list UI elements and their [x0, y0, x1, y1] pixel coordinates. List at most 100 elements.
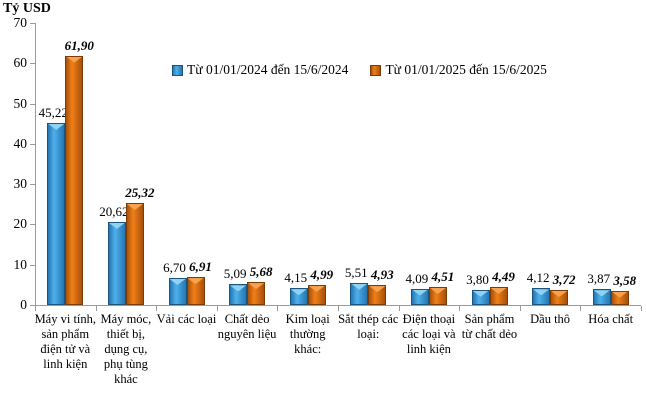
bar: [229, 284, 248, 305]
bar: [610, 290, 629, 305]
bar-top-bevel: [248, 283, 265, 290]
bar-value-label: 4,49: [492, 268, 515, 284]
bar-top-bevel: [411, 289, 428, 296]
legend-label-2024: Từ 01/01/2024 đến 15/6/2024: [187, 62, 349, 77]
y-axis-tick: [30, 305, 35, 306]
x-axis-tick: [216, 306, 218, 311]
bar: [47, 122, 66, 305]
y-axis-tick-label: 60: [13, 55, 28, 71]
bar-top-bevel: [351, 283, 368, 290]
y-axis-tick-label: 10: [13, 256, 28, 272]
x-axis-tick: [277, 306, 279, 311]
bar: [289, 288, 308, 305]
y-axis-tick: [30, 23, 35, 24]
x-axis-tick: [580, 306, 582, 311]
x-axis-tick: [641, 306, 642, 311]
x-axis-line: [34, 305, 641, 306]
bar-value-label: 4,12: [526, 270, 550, 286]
x-axis-tick: [519, 306, 521, 311]
bar-value-label: 25,32: [125, 184, 155, 200]
bar-value-label: 5,09: [223, 266, 247, 282]
bar: [65, 55, 84, 305]
bar-value-label: 45,22: [38, 104, 68, 120]
bar-value-label: 3,87: [587, 271, 611, 287]
y-axis-tick-label: 70: [13, 15, 28, 30]
y-axis-tick-label: 50: [13, 95, 28, 111]
x-axis-tick: [459, 306, 461, 311]
bar: [368, 285, 387, 305]
bar-top-bevel: [472, 290, 489, 297]
bar-value-label: 4,15: [284, 270, 308, 286]
bar: [125, 202, 144, 305]
bar-value-label: 5,68: [249, 264, 273, 280]
x-axis-category-label: Điện thoại các loại và linh kiện: [402, 312, 456, 356]
legend-swatch-2024-icon: [172, 64, 183, 76]
bar-top-bevel: [126, 203, 143, 210]
bar-value-label: 61,90: [64, 37, 94, 53]
x-axis-category-label: Máy vi tính, sản phẩm điện tử và linh ki…: [34, 312, 97, 371]
legend-item-2025: Từ 01/01/2025 đến 15/6/2025: [370, 62, 547, 78]
x-axis-category-label: Chất dẻo nguyên liệu: [217, 312, 277, 341]
y-axis-tick: [30, 224, 35, 226]
bar: [307, 284, 326, 305]
y-axis-tick: [30, 63, 35, 65]
legend-label-2025: Từ 01/01/2025 đến 15/6/2025: [385, 62, 547, 77]
y-axis-tick-label: 40: [13, 135, 28, 151]
bar-value-label: 20,62: [99, 203, 129, 219]
bar-top-bevel: [187, 278, 204, 285]
bar-value-label: 4,99: [310, 266, 334, 282]
x-axis-tick: [35, 306, 36, 311]
y-axis-title: Tỷ USD: [3, 1, 51, 16]
bar: [168, 278, 187, 305]
y-axis-tick-label: 20: [13, 216, 28, 232]
bar-top-bevel: [48, 123, 65, 130]
x-axis-tick: [95, 306, 97, 311]
bar: [592, 289, 611, 305]
bar-top-bevel: [611, 291, 628, 298]
bar: [410, 288, 429, 305]
legend-swatch-2025-icon: [370, 64, 382, 76]
y-axis-line: [35, 23, 36, 305]
bar-value-label: 4,93: [370, 267, 394, 283]
legend: Từ 01/01/2024 đến 15/6/2024 Từ 01/01/202…: [172, 62, 547, 78]
x-axis-category-label: Dầu thô: [530, 312, 571, 326]
bar-value-label: 6,91: [189, 259, 212, 275]
bar-top-bevel: [429, 287, 446, 294]
bar: [350, 282, 369, 305]
bar: [471, 289, 490, 305]
bar-value-label: 3,58: [613, 272, 637, 288]
y-axis-tick: [30, 143, 35, 145]
x-axis-tick: [156, 306, 158, 311]
bar-value-label: 4,09: [405, 270, 429, 286]
bar: [186, 277, 205, 305]
bar-top-bevel: [490, 287, 507, 294]
x-axis-tick: [338, 306, 339, 311]
x-axis-category-label: Hóa chất: [588, 312, 634, 326]
bar-top-bevel: [290, 289, 307, 296]
bar-top-bevel: [593, 290, 610, 297]
y-axis-tick-label: 0: [20, 297, 27, 312]
bar-top-bevel: [308, 285, 325, 292]
bar: [532, 288, 551, 305]
bar: [550, 290, 569, 305]
x-axis-category-label: Máy móc, thiết bị, dụng cụ, phụ tùng khá…: [100, 312, 152, 386]
bar-top-bevel: [230, 285, 247, 292]
x-axis-category-label: Kim loại thường khác:: [285, 312, 330, 356]
x-axis-category-label: Vải các loại: [156, 312, 217, 326]
legend-item-2024: Từ 01/01/2024 đến 15/6/2024: [172, 62, 348, 78]
bar-top-bevel: [551, 291, 568, 297]
bar-value-label: 3,80: [466, 271, 489, 287]
x-axis-tick: [398, 306, 400, 311]
x-axis-category-label: Sắt thép các loại:: [338, 312, 399, 341]
y-axis-tick-label: 30: [13, 176, 28, 192]
bar-value-label: 5,51: [344, 264, 368, 280]
bar-value-label: 3,72: [552, 272, 576, 287]
x-axis-category-label: Sản phẩm từ chất dẻo: [461, 312, 518, 341]
bar: [489, 286, 508, 305]
bar-top-bevel: [533, 289, 550, 296]
bar: [428, 286, 447, 305]
bar: [107, 221, 126, 305]
bar: [247, 282, 266, 305]
bar-value-label: 6,70: [163, 260, 186, 275]
